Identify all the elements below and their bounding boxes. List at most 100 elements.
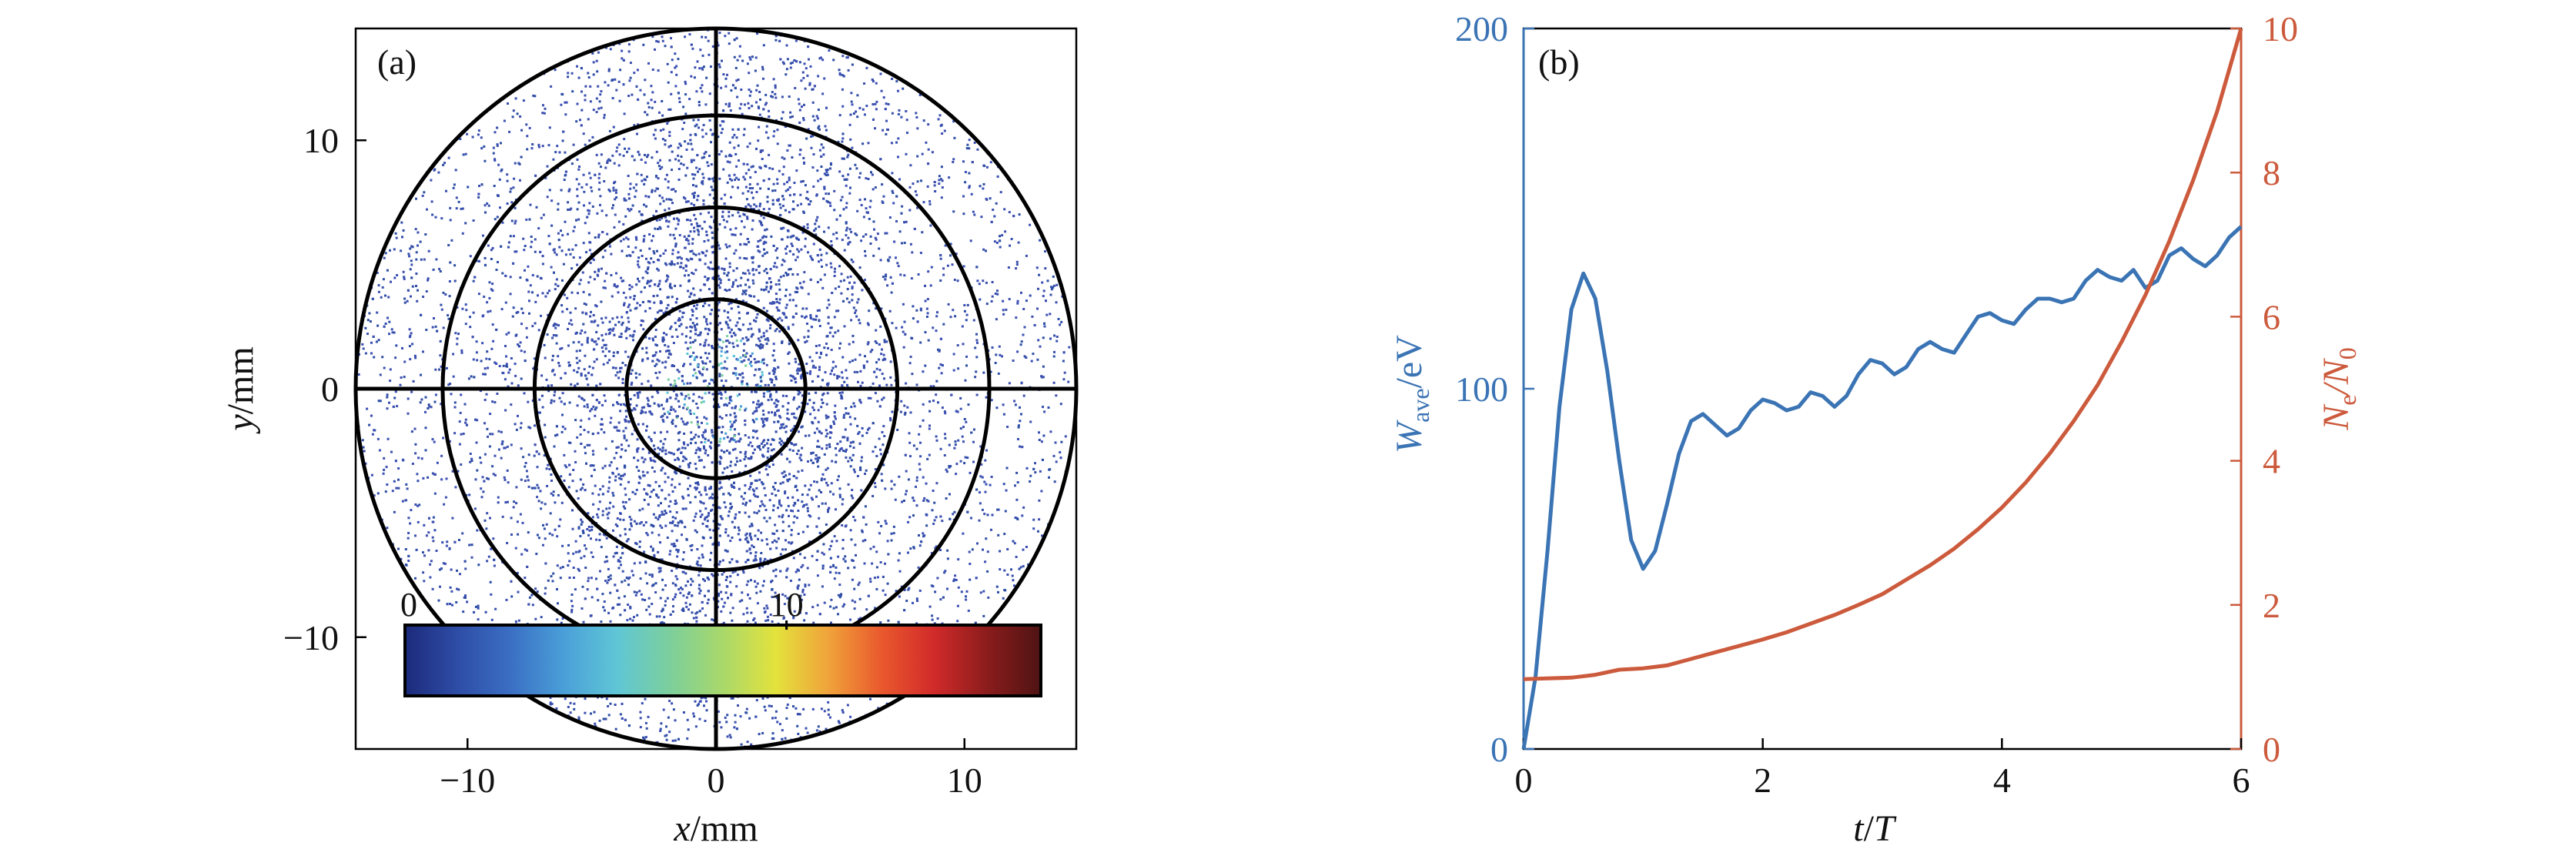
scatter-point	[792, 316, 795, 319]
scatter-point	[1013, 400, 1016, 403]
scatter-point	[628, 284, 631, 286]
scatter-point	[638, 540, 641, 543]
scatter-point	[631, 155, 634, 158]
scatter-point	[711, 345, 714, 347]
scatter-point	[389, 380, 392, 383]
scatter-point	[956, 604, 959, 607]
scatter-point	[871, 188, 875, 191]
scatter-point	[858, 400, 861, 403]
scatter-point	[766, 337, 769, 339]
scatter-point	[728, 341, 731, 344]
scatter-point	[671, 478, 674, 481]
scatter-point	[876, 400, 879, 403]
scatter-point	[698, 435, 700, 438]
scatter-point	[664, 209, 667, 212]
scatter-point	[520, 377, 523, 380]
scatter-point	[620, 336, 623, 339]
scatter-point	[718, 63, 721, 66]
scatter-point	[588, 172, 591, 175]
scatter-point	[726, 350, 729, 353]
scatter-point	[689, 501, 692, 504]
scatter-point	[850, 92, 853, 95]
scatter-point	[570, 162, 574, 166]
scatter-point	[838, 170, 841, 173]
scatter-point	[650, 279, 653, 283]
scatter-point	[592, 61, 595, 64]
scatter-point	[790, 509, 793, 512]
scatter-point	[593, 468, 596, 471]
scatter-point	[568, 364, 571, 366]
scatter-point	[753, 358, 756, 361]
scatter-point	[704, 362, 708, 365]
scatter-point	[694, 356, 697, 359]
scatter-point	[806, 323, 808, 325]
scatter-point	[724, 380, 728, 383]
scatter-point	[1055, 336, 1059, 338]
scatter-point	[526, 549, 529, 552]
scatter-point	[959, 460, 962, 463]
scatter-point	[624, 527, 627, 530]
scatter-point	[586, 588, 589, 591]
scatter-point	[708, 211, 711, 214]
scatter-point	[617, 164, 621, 167]
scatter-point	[520, 478, 523, 481]
scatter-point	[666, 296, 669, 299]
scatter-point	[659, 524, 662, 527]
scatter-point	[655, 219, 658, 222]
scatter-point	[670, 45, 673, 48]
scatter-point	[748, 72, 751, 75]
scatter-point	[544, 537, 547, 540]
scatter-point	[822, 153, 825, 156]
scatter-point	[760, 531, 763, 534]
scatter-point	[646, 357, 649, 360]
scatter-point	[681, 333, 684, 336]
scatter-point	[745, 711, 748, 714]
scatter-point	[786, 408, 789, 411]
scatter-point	[781, 238, 783, 241]
scatter-point	[690, 355, 693, 357]
scatter-point	[754, 69, 757, 72]
scatter-point	[523, 392, 526, 395]
scatter-point	[864, 505, 867, 508]
scatter-point	[624, 350, 627, 353]
scatter-point	[604, 286, 607, 289]
scatter-point	[410, 332, 413, 335]
scatter-point	[664, 262, 667, 265]
scatter-point	[935, 329, 938, 333]
scatter-point	[772, 448, 775, 451]
scatter-point	[812, 153, 815, 155]
scatter-point	[861, 434, 864, 437]
scatter-point	[738, 55, 741, 58]
scatter-point	[830, 349, 833, 351]
scatter-point	[795, 381, 798, 383]
scatter-point	[684, 526, 687, 529]
scatter-point	[510, 357, 513, 359]
scatter-point	[645, 257, 647, 260]
scatter-point	[762, 413, 765, 416]
scatter-point	[643, 93, 646, 96]
scatter-point	[915, 112, 918, 115]
scatter-point	[684, 456, 687, 460]
scatter-point	[616, 401, 618, 404]
scatter-point	[657, 403, 660, 406]
scatter-point	[373, 494, 376, 497]
scatter-point	[747, 541, 750, 543]
scatter-point	[648, 285, 651, 288]
scatter-point	[493, 131, 497, 134]
scatter-point	[846, 155, 849, 159]
scatter-point	[728, 396, 731, 400]
scatter-point	[755, 699, 758, 702]
scatter-point	[643, 550, 646, 553]
scatter-point	[586, 443, 589, 446]
scatter-point	[581, 585, 584, 588]
scatter-point	[704, 487, 707, 490]
scatter-point	[685, 237, 688, 240]
scatter-point	[564, 174, 567, 177]
scatter-point	[881, 373, 884, 376]
scatter-point	[693, 715, 696, 718]
scatter-point	[610, 461, 613, 464]
scatter-point	[886, 582, 889, 585]
scatter-point	[366, 333, 369, 336]
scatter-point	[640, 319, 643, 322]
scatter-point	[590, 252, 593, 256]
